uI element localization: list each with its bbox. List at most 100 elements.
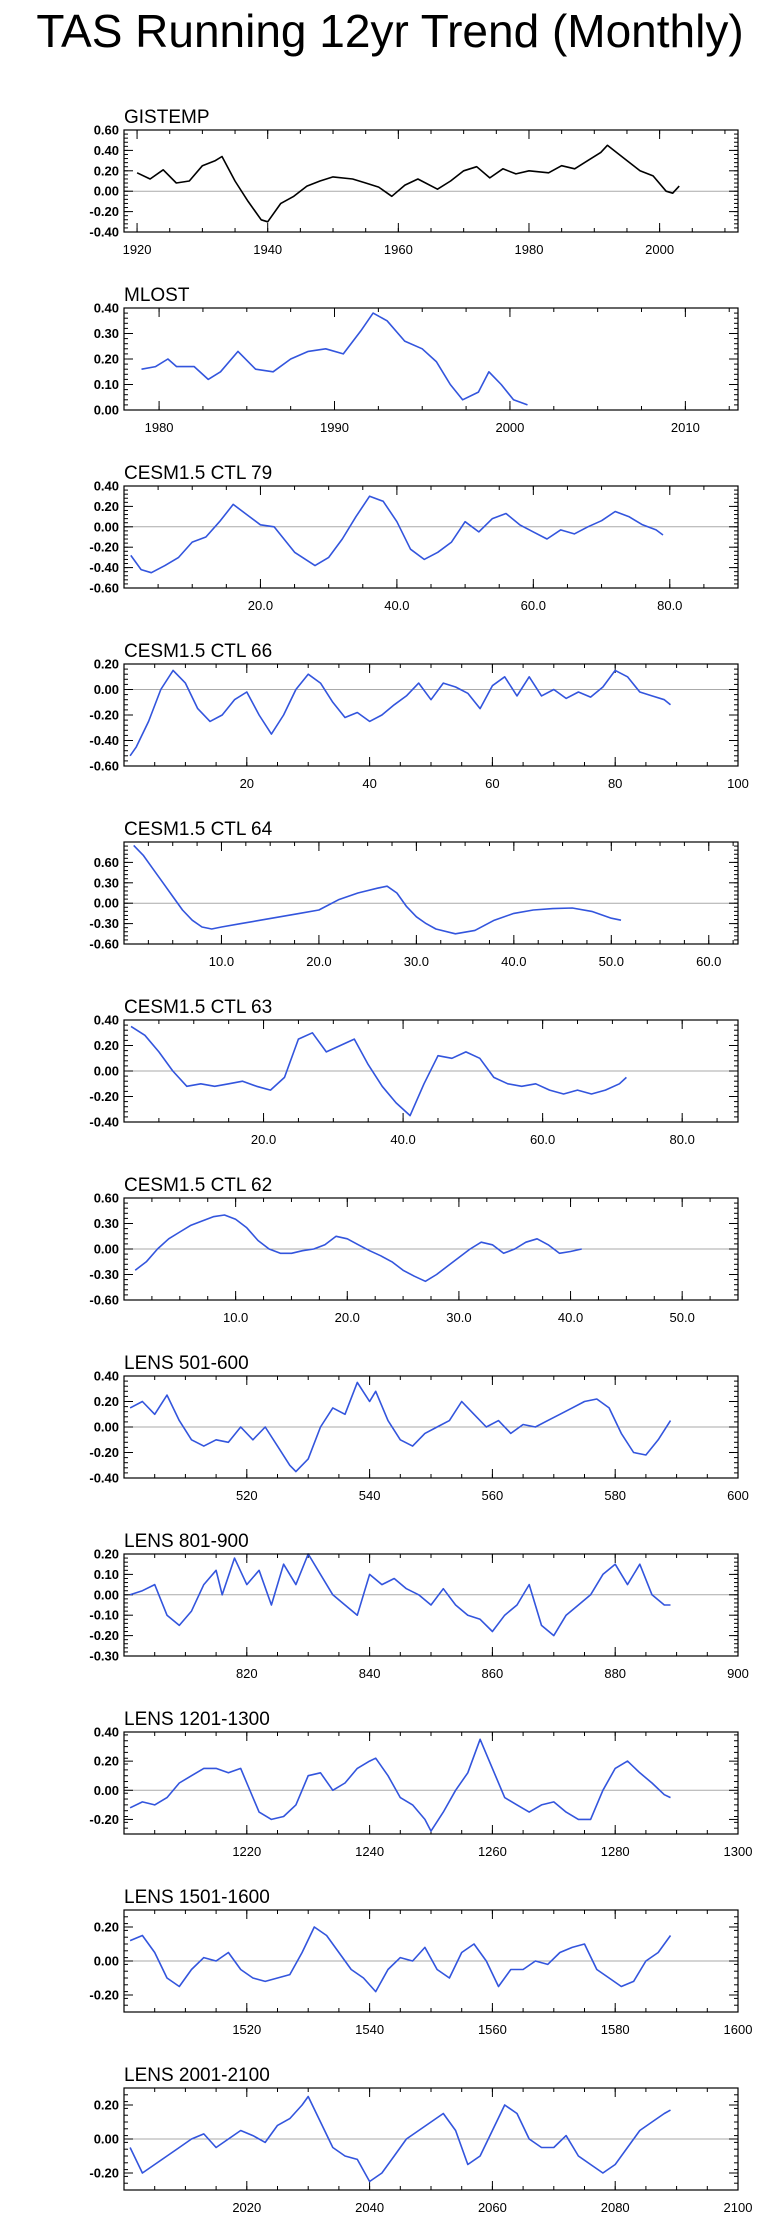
y-tick-label: 0.00: [94, 1420, 119, 1435]
series-line: [130, 495, 664, 574]
panel-8: LENS 501-600 -0.40 -0.20 0.00 0.20 0.40 520 540…: [89, 1353, 748, 1503]
y-tick-label: 0.00: [94, 1783, 119, 1798]
x-tick-label: 540: [359, 1488, 381, 1503]
x-tick-label: 1280: [601, 1844, 630, 1859]
y-tick-label: -0.60: [89, 759, 119, 774]
y-tick-label: -0.20: [89, 708, 119, 723]
panel-1: GISTEMP -0.40 -0.20 0.00 0.20 0.40 0.60 1920 194…: [89, 107, 739, 257]
panel-title: LENS 501-600: [124, 1353, 249, 1374]
y-tick-label: -0.20: [89, 1089, 119, 1104]
panel-9: LENS 801-900 -0.30 -0.20 -0.10 0.00 0.10 0.20 8…: [89, 1531, 748, 1681]
y-tick-label: 0.40: [94, 1013, 119, 1028]
x-tick-label: 2000: [495, 420, 524, 435]
y-tick-label: 0.40: [94, 301, 119, 316]
panel-11: LENS 1501-1600 -0.20 0.00 0.20 1520 1540 1560 1…: [89, 1887, 752, 2037]
series-line: [129, 2095, 671, 2183]
y-tick-label: 0.40: [94, 143, 119, 158]
x-tick-label: 1580: [601, 2022, 630, 2037]
panel-title: CESM1.5 CTL 63: [124, 997, 272, 1018]
y-tick-label: -0.30: [89, 1267, 119, 1282]
y-tick-label: 0.60: [94, 855, 119, 870]
series-line: [133, 844, 622, 935]
y-tick-label: 0.20: [94, 2098, 119, 2113]
series-line: [130, 1025, 627, 1117]
series-line: [129, 1738, 671, 1832]
x-tick-label: 1600: [724, 2022, 753, 2037]
panel-title: LENS 1201-1300: [124, 1709, 270, 1730]
y-tick-label: 0.20: [94, 1920, 119, 1935]
y-tick-label: -0.40: [89, 733, 119, 748]
x-tick-label: 40: [362, 776, 376, 791]
y-tick-label: 0.20: [94, 1547, 119, 1562]
x-tick-label: 20.0: [251, 1132, 276, 1147]
x-tick-label: 60: [485, 776, 499, 791]
panel-10: LENS 1201-1300 -0.20 0.00 0.20 0.40 1220 1240 1…: [89, 1709, 752, 1859]
x-tick-label: 1560: [478, 2022, 507, 2037]
x-tick-label: 40.0: [390, 1132, 415, 1147]
plot-frame: [123, 1553, 739, 1657]
y-tick-label: 0.10: [94, 377, 119, 392]
x-tick-label: 20.0: [306, 954, 331, 969]
figure-title: TAS Running 12yr Trend (Monthly): [36, 5, 744, 57]
x-tick-label: 80.0: [670, 1132, 695, 1147]
x-tick-label: 600: [727, 1488, 749, 1503]
x-tick-label: 30.0: [404, 954, 429, 969]
plot-frame: [123, 1375, 739, 1479]
x-tick-label: 60.0: [530, 1132, 555, 1147]
panel-title: LENS 801-900: [124, 1531, 249, 1552]
x-tick-label: 560: [482, 1488, 504, 1503]
y-tick-label: 0.00: [94, 1064, 119, 1079]
x-tick-label: 20: [240, 776, 254, 791]
x-tick-label: 580: [604, 1488, 626, 1503]
x-tick-label: 2060: [478, 2200, 507, 2215]
y-tick-label: -0.30: [89, 916, 119, 931]
panel-5: CESM1.5 CTL 64 -0.60 -0.30 0.00 0.30 0.60 10.0…: [89, 819, 739, 969]
series-line: [136, 144, 680, 223]
panel-12: LENS 2001-2100 -0.20 0.00 0.20 2020 2040 2060 2…: [89, 2065, 752, 2215]
y-tick-label: 0.20: [94, 499, 119, 514]
panel-title: LENS 2001-2100: [124, 2065, 270, 2086]
y-tick-label: 0.00: [94, 1954, 119, 1969]
y-tick-label: 0.00: [94, 519, 119, 534]
x-tick-label: 2080: [601, 2200, 630, 2215]
y-tick-label: 0.00: [94, 896, 119, 911]
y-tick-label: -0.20: [89, 540, 119, 555]
x-tick-label: 10.0: [223, 1310, 248, 1325]
series-line: [129, 1381, 672, 1473]
panel-6: CESM1.5 CTL 63 -0.40 -0.20 0.00 0.20 0.40 20.0…: [89, 997, 739, 1147]
y-tick-label: -0.40: [89, 1471, 119, 1486]
panel-title: LENS 1501-1600: [124, 1887, 270, 1908]
y-tick-label: -0.20: [89, 1445, 119, 1460]
y-tick-label: -0.40: [89, 560, 119, 575]
x-tick-label: 50.0: [599, 954, 624, 969]
panel-3: CESM1.5 CTL 79 -0.60 -0.40 -0.20 0.00 0.20 0.4…: [89, 463, 739, 613]
plot-frame: [123, 1909, 739, 2013]
x-tick-label: 820: [236, 1666, 258, 1681]
plot-frame: [123, 841, 739, 945]
y-tick-label: 0.00: [94, 682, 119, 697]
y-tick-label: 0.20: [94, 657, 119, 672]
plot-frame: [123, 663, 739, 767]
y-tick-label: 0.30: [94, 875, 119, 890]
y-tick-label: 0.20: [94, 1038, 119, 1053]
y-tick-label: 0.00: [94, 1242, 119, 1257]
y-tick-label: -0.60: [89, 937, 119, 952]
y-tick-label: -0.40: [89, 1115, 119, 1130]
y-tick-label: -0.20: [89, 1628, 119, 1643]
panel-title: CESM1.5 CTL 62: [124, 1175, 272, 1196]
x-tick-label: 80: [608, 776, 622, 791]
x-tick-label: 1240: [355, 1844, 384, 1859]
y-tick-label: 0.40: [94, 1725, 119, 1740]
series-line: [129, 669, 672, 757]
panel-title: CESM1.5 CTL 79: [124, 463, 272, 484]
panel-2: MLOST 0.00 0.10 0.20 0.30 0.40 1980 1990 2000 201…: [94, 285, 739, 435]
series-line: [141, 312, 528, 406]
panel-title: MLOST: [124, 285, 190, 306]
y-tick-label: 0.10: [94, 1567, 119, 1582]
x-tick-label: 1920: [123, 242, 152, 257]
y-tick-label: 0.00: [94, 184, 119, 199]
y-tick-label: -0.20: [89, 1812, 119, 1827]
plot-frame: [123, 1197, 739, 1301]
x-tick-label: 2020: [232, 2200, 261, 2215]
